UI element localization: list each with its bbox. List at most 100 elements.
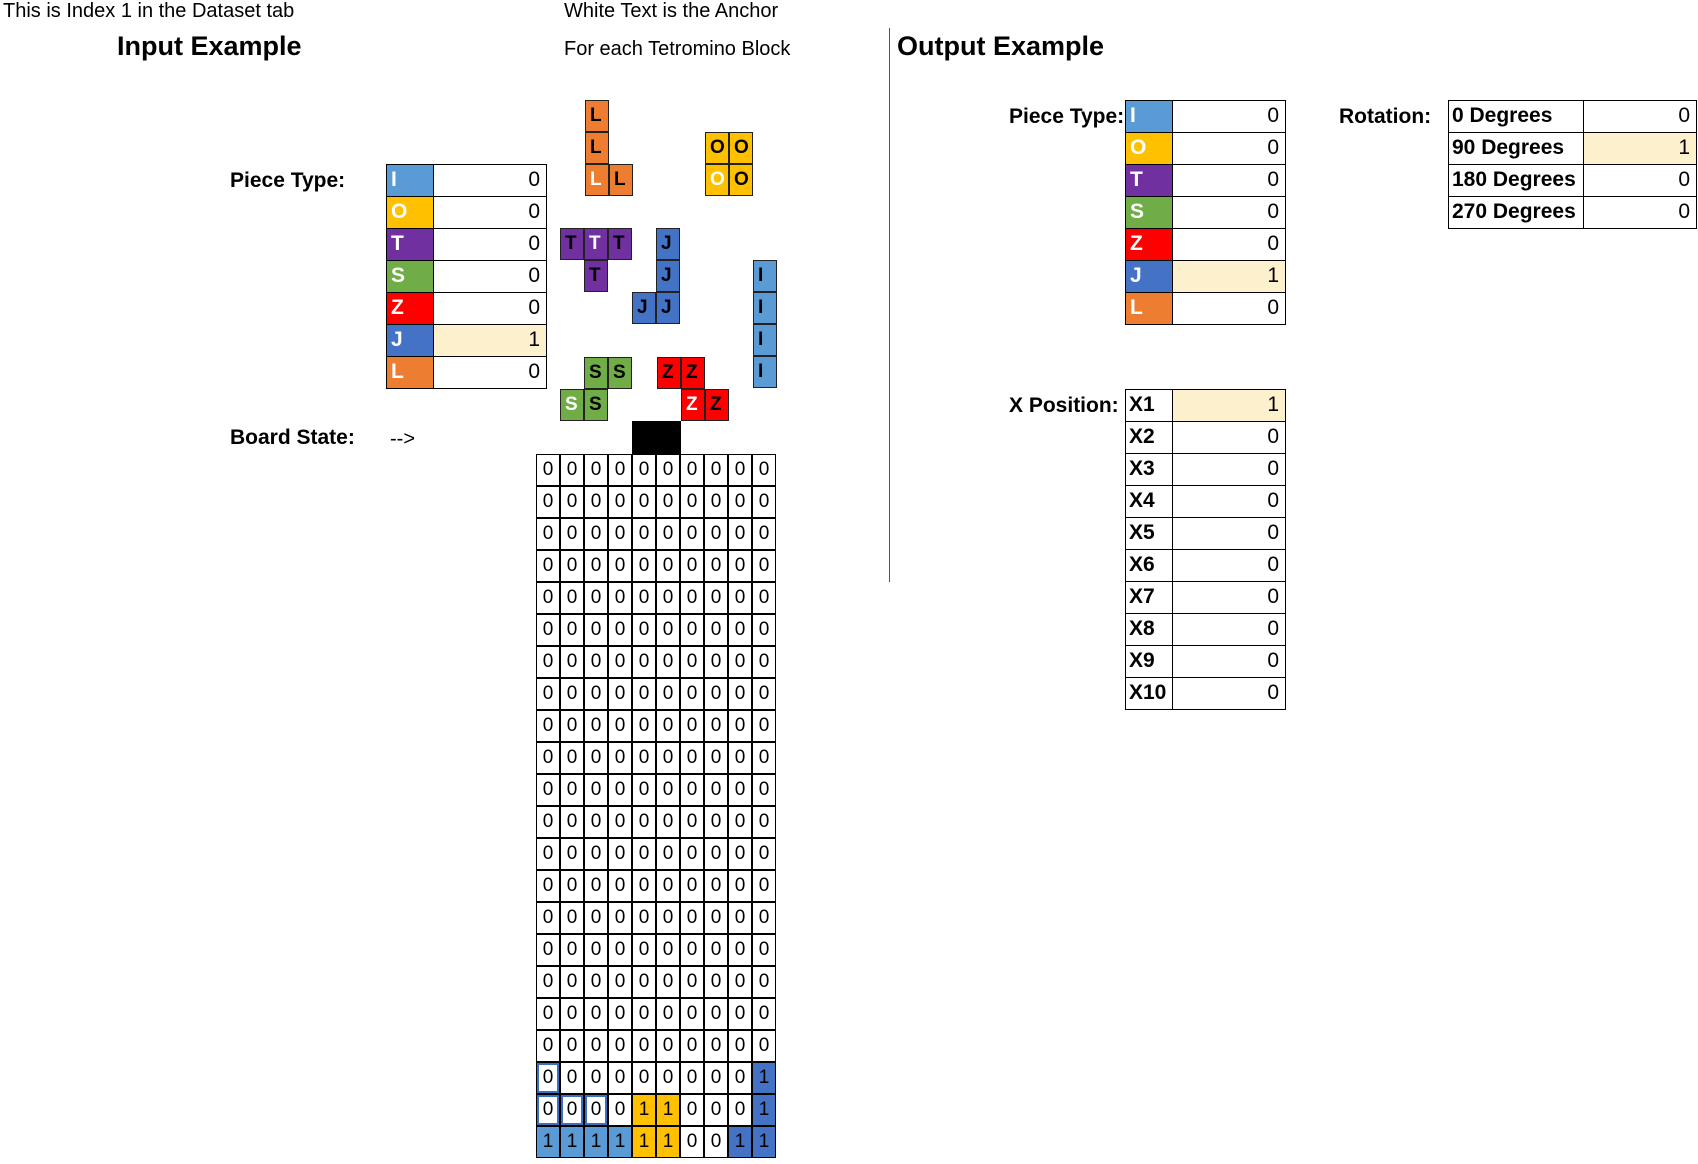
- board-cell[interactable]: 0: [560, 678, 584, 710]
- board-cell[interactable]: 0: [728, 1062, 752, 1094]
- board-cell[interactable]: 0: [536, 806, 560, 838]
- board-cell[interactable]: 0: [536, 1062, 560, 1094]
- board-cell[interactable]: 1: [728, 1126, 752, 1158]
- board-cell[interactable]: 0: [560, 902, 584, 934]
- board-cell[interactable]: 0: [680, 614, 704, 646]
- board-cell[interactable]: 0: [752, 774, 776, 806]
- board-cell[interactable]: 0: [536, 902, 560, 934]
- x-position-value[interactable]: 0: [1172, 517, 1286, 550]
- board-cell[interactable]: 0: [704, 934, 728, 966]
- board-cell[interactable]: 0: [608, 774, 632, 806]
- board-cell[interactable]: 0: [632, 646, 656, 678]
- board-cell[interactable]: 0: [560, 518, 584, 550]
- x-position-value[interactable]: 0: [1172, 581, 1286, 614]
- board-cell[interactable]: 0: [728, 774, 752, 806]
- board-cell[interactable]: 0: [704, 710, 728, 742]
- piece-value-s[interactable]: 0: [1172, 196, 1286, 229]
- board-cell[interactable]: 0: [752, 678, 776, 710]
- rotation-value[interactable]: 1: [1583, 132, 1697, 165]
- board-cell[interactable]: 0: [704, 838, 728, 870]
- board-cell[interactable]: 1: [608, 1126, 632, 1158]
- board-cell[interactable]: 0: [656, 1030, 680, 1062]
- piece-value-j[interactable]: 1: [433, 324, 547, 357]
- board-cell[interactable]: 0: [608, 486, 632, 518]
- board-cell[interactable]: 0: [704, 806, 728, 838]
- board-cell[interactable]: 0: [584, 742, 608, 774]
- board-cell[interactable]: 0: [536, 486, 560, 518]
- board-cell[interactable]: 0: [560, 838, 584, 870]
- board-cell[interactable]: 0: [752, 1030, 776, 1062]
- board-cell[interactable]: 0: [536, 454, 560, 486]
- board-cell[interactable]: 0: [560, 614, 584, 646]
- board-cell[interactable]: 0: [752, 550, 776, 582]
- board-cell[interactable]: 0: [728, 870, 752, 902]
- board-cell[interactable]: 0: [632, 518, 656, 550]
- board-cell[interactable]: 0: [656, 934, 680, 966]
- board-cell[interactable]: 0: [656, 550, 680, 582]
- board-cell[interactable]: 0: [536, 966, 560, 998]
- board-cell[interactable]: 0: [752, 646, 776, 678]
- x-position-value[interactable]: 0: [1172, 549, 1286, 582]
- board-cell[interactable]: 0: [560, 966, 584, 998]
- board-cell[interactable]: 0: [584, 870, 608, 902]
- board-cell[interactable]: 0: [560, 550, 584, 582]
- piece-value-j[interactable]: 1: [1172, 260, 1286, 293]
- board-cell[interactable]: 0: [608, 1030, 632, 1062]
- x-position-value[interactable]: 1: [1172, 389, 1286, 422]
- board-cell[interactable]: 0: [632, 550, 656, 582]
- board-cell[interactable]: 0: [584, 902, 608, 934]
- board-cell[interactable]: 0: [680, 678, 704, 710]
- board-cell[interactable]: 0: [704, 582, 728, 614]
- x-position-value[interactable]: 0: [1172, 421, 1286, 454]
- board-cell[interactable]: 0: [608, 742, 632, 774]
- board-cell[interactable]: 0: [752, 518, 776, 550]
- board-cell[interactable]: 0: [536, 582, 560, 614]
- board-cell[interactable]: 0: [656, 742, 680, 774]
- board-cell[interactable]: 0: [728, 550, 752, 582]
- board-cell[interactable]: 0: [536, 998, 560, 1030]
- board-cell[interactable]: 0: [584, 550, 608, 582]
- board-cell[interactable]: 0: [680, 454, 704, 486]
- board-cell[interactable]: 0: [560, 742, 584, 774]
- board-cell[interactable]: 0: [752, 486, 776, 518]
- board-cell[interactable]: 0: [608, 550, 632, 582]
- board-cell[interactable]: 0: [704, 1062, 728, 1094]
- board-cell[interactable]: 0: [728, 838, 752, 870]
- piece-value-i[interactable]: 0: [433, 164, 547, 197]
- board-cell[interactable]: 0: [752, 710, 776, 742]
- board-cell[interactable]: 0: [704, 870, 728, 902]
- board-cell[interactable]: 0: [584, 646, 608, 678]
- board-cell[interactable]: 0: [560, 774, 584, 806]
- board-cell[interactable]: 0: [752, 934, 776, 966]
- board-cell[interactable]: 0: [704, 1094, 728, 1126]
- board-cell[interactable]: 0: [704, 550, 728, 582]
- rotation-value[interactable]: 0: [1583, 196, 1697, 229]
- board-cell[interactable]: 0: [752, 870, 776, 902]
- board-cell[interactable]: 0: [536, 678, 560, 710]
- board-cell[interactable]: 0: [584, 710, 608, 742]
- board-cell[interactable]: 1: [752, 1062, 776, 1094]
- board-cell[interactable]: 0: [632, 742, 656, 774]
- board-cell[interactable]: 0: [536, 1094, 560, 1126]
- board-cell[interactable]: 0: [560, 582, 584, 614]
- x-position-value[interactable]: 0: [1172, 613, 1286, 646]
- board-cell[interactable]: 0: [752, 582, 776, 614]
- board-cell[interactable]: 0: [632, 678, 656, 710]
- board-cell[interactable]: 0: [680, 838, 704, 870]
- board-cell[interactable]: 1: [536, 1126, 560, 1158]
- board-cell[interactable]: 0: [728, 966, 752, 998]
- board-cell[interactable]: 0: [584, 806, 608, 838]
- board-cell[interactable]: 0: [632, 1030, 656, 1062]
- piece-value-z[interactable]: 0: [1172, 228, 1286, 261]
- board-cell[interactable]: 0: [728, 614, 752, 646]
- board-cell[interactable]: 0: [728, 1030, 752, 1062]
- board-cell[interactable]: 1: [560, 1126, 584, 1158]
- board-cell[interactable]: 0: [560, 454, 584, 486]
- board-cell[interactable]: 0: [680, 1126, 704, 1158]
- board-cell[interactable]: 0: [560, 646, 584, 678]
- board-cell[interactable]: 0: [632, 966, 656, 998]
- rotation-value[interactable]: 0: [1583, 100, 1697, 133]
- board-cell[interactable]: 0: [584, 774, 608, 806]
- board-cell[interactable]: 0: [536, 646, 560, 678]
- board-cell[interactable]: 1: [632, 1126, 656, 1158]
